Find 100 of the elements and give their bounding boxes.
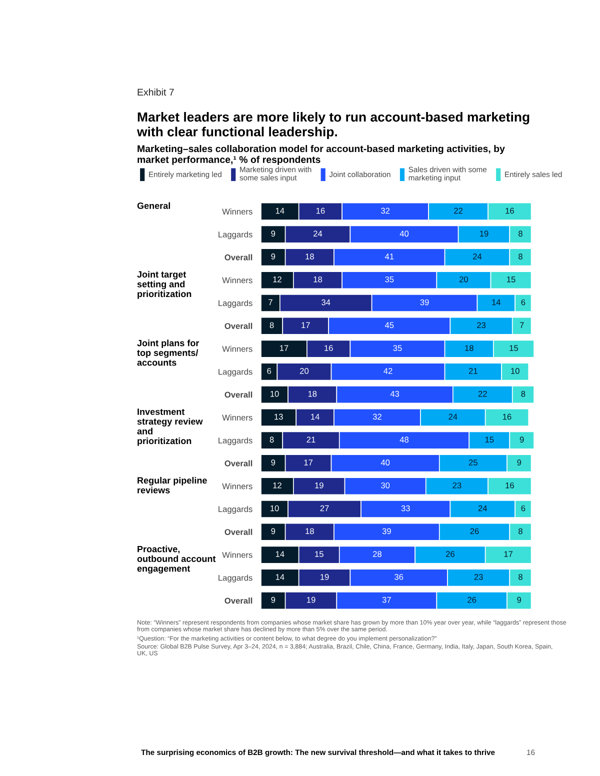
- data-label: 32: [381, 208, 390, 214]
- y-tick-label: Winners: [222, 552, 252, 558]
- data-label: 21: [468, 368, 478, 374]
- data-label: 6: [521, 299, 526, 306]
- data-label: 33: [401, 505, 410, 512]
- data-label: 17: [304, 460, 313, 466]
- data-label: 18: [465, 345, 474, 352]
- data-label: 30: [381, 482, 390, 488]
- data-label: 26: [446, 551, 454, 558]
- text: Joint plans for top segments/ accounts: [137, 340, 200, 366]
- data-label: 16: [506, 208, 514, 214]
- data-label: 21: [306, 436, 316, 442]
- data-label: 18: [314, 276, 322, 282]
- text: Regular pipeline reviews: [138, 476, 207, 494]
- data-label: 7: [520, 322, 524, 328]
- data-label: 16: [316, 208, 325, 214]
- data-label: 9: [271, 460, 276, 466]
- text: Exhibit 7: [138, 88, 174, 96]
- data-label: 14: [276, 551, 284, 557]
- data-label: 42: [384, 368, 392, 374]
- data-label: 43: [390, 390, 400, 397]
- data-label: 8: [270, 322, 274, 328]
- data-label: 37: [382, 596, 391, 603]
- data-label: 12: [273, 482, 282, 488]
- data-label: 45: [384, 322, 394, 328]
- data-label: 20: [460, 276, 468, 282]
- data-label: 9: [271, 230, 276, 237]
- data-label: 35: [385, 276, 394, 282]
- data-label: 19: [307, 596, 316, 603]
- data-label: 10: [270, 390, 279, 397]
- data-label: 14: [492, 299, 501, 306]
- data-label: 14: [311, 414, 320, 420]
- data-label: 19: [480, 230, 488, 237]
- data-label: 13: [274, 414, 283, 420]
- data-label: 18: [308, 390, 317, 397]
- data-label: 20: [300, 368, 309, 374]
- data-label: 18: [306, 528, 314, 534]
- y-tick-label: Overall: [224, 254, 252, 260]
- data-label: 14: [276, 208, 284, 214]
- data-label: 16: [324, 345, 333, 352]
- data-label: 22: [454, 208, 463, 214]
- data-label: 23: [474, 574, 483, 580]
- text: Market leaders are more likely to run account-based marketing with clear functional leadership.: [136, 112, 530, 140]
- data-label: 32: [372, 414, 382, 420]
- data-label: 8: [518, 574, 522, 580]
- data-label: 39: [420, 299, 429, 306]
- data-label: 10: [270, 505, 279, 512]
- data-label: 15: [315, 551, 324, 558]
- y-tick-label: Laggards: [218, 574, 252, 582]
- data-label: 26: [470, 528, 479, 534]
- data-label: 24: [478, 505, 488, 512]
- data-label: 12: [273, 276, 282, 282]
- y-tick-label: Laggards: [218, 300, 252, 308]
- data-label: 48: [400, 436, 409, 443]
- data-label: 15: [485, 436, 494, 443]
- data-label: 24: [473, 254, 482, 260]
- data-label: 22: [478, 390, 487, 397]
- data-label: 6: [267, 368, 272, 374]
- text: General: [137, 202, 170, 209]
- y-tick-label: Winners: [222, 483, 252, 490]
- y-tick-label: Laggards: [218, 437, 252, 446]
- data-label: 35: [393, 345, 402, 352]
- data-label: 9: [271, 596, 276, 603]
- data-label: 24: [314, 230, 322, 236]
- data-label: 16: [506, 482, 514, 488]
- data-label: 8: [518, 254, 522, 260]
- text: Investment strategy review and prioritization: [137, 408, 203, 446]
- data-label: 9: [517, 596, 522, 603]
- data-label: 9: [271, 254, 276, 260]
- data-label: 9: [520, 436, 524, 443]
- data-label: 23: [477, 322, 486, 328]
- text: Proactive, outbound account engagement: [137, 546, 216, 574]
- y-tick-label: Winners: [222, 277, 252, 284]
- y-tick-label: Laggards: [218, 506, 252, 514]
- data-label: 26: [468, 596, 476, 603]
- data-label: 15: [507, 276, 516, 282]
- data-label: 7: [268, 299, 272, 306]
- data-label: 17: [504, 551, 513, 557]
- data-label: 16: [502, 414, 512, 420]
- data-label: 8: [518, 528, 522, 534]
- data-label: 17: [302, 322, 310, 328]
- data-label: 9: [517, 460, 522, 466]
- data-label: 8: [518, 230, 522, 237]
- y-tick-label: Overall: [224, 460, 252, 466]
- y-tick-label: Overall: [224, 322, 252, 329]
- data-label: 40: [380, 460, 390, 466]
- data-label: 36: [394, 574, 404, 580]
- data-label: 34: [322, 299, 330, 306]
- data-label: 17: [280, 345, 288, 351]
- data-label: 39: [382, 528, 391, 534]
- y-tick-label: Overall: [224, 392, 252, 398]
- data-label: 6: [521, 505, 526, 512]
- data-label: 19: [315, 482, 324, 488]
- data-label: 8: [521, 390, 526, 397]
- text: Joint target setting and prioritization: [137, 270, 192, 299]
- data-label: 14: [276, 574, 284, 580]
- y-tick-label: Laggards: [218, 368, 252, 376]
- y-tick-label: Winners: [222, 414, 252, 421]
- data-label: 41: [384, 254, 394, 260]
- y-tick-label: Winners: [222, 346, 252, 352]
